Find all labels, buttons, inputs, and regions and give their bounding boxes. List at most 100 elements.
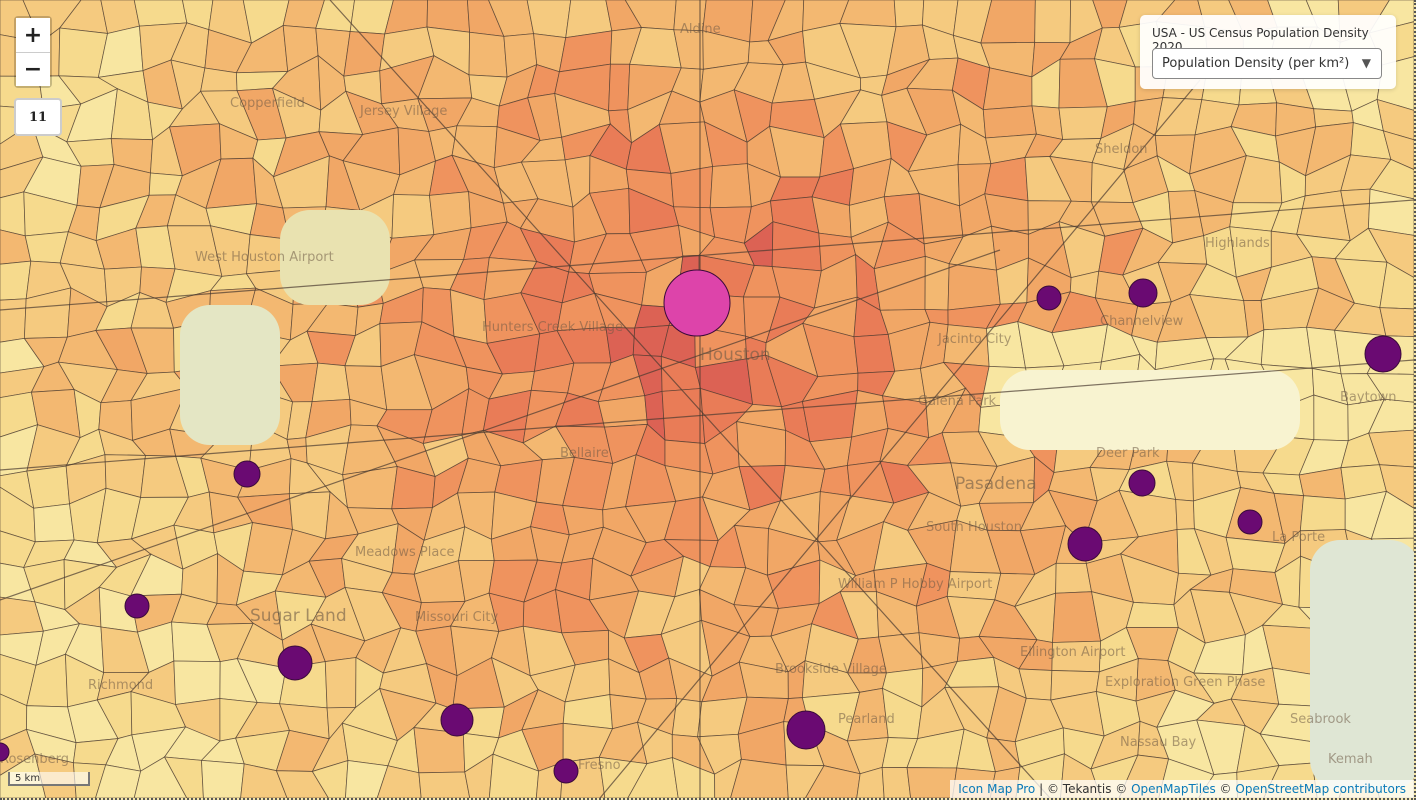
- zoom-level-indicator: 11: [14, 98, 62, 136]
- census-tract[interactable]: [1366, 373, 1414, 403]
- metric-select[interactable]: Population Density (per km²) ▼: [1152, 48, 1382, 79]
- census-tract[interactable]: [418, 771, 471, 798]
- census-tract[interactable]: [839, 0, 897, 28]
- census-tract[interactable]: [947, 263, 1001, 311]
- census-tract[interactable]: [201, 759, 245, 798]
- zoom-control: + −: [14, 16, 52, 88]
- census-tract[interactable]: [906, 767, 958, 798]
- census-tract[interactable]: [804, 765, 861, 798]
- land-feature: [1310, 540, 1414, 790]
- attribution-sep: ©: [1111, 782, 1132, 796]
- census-tract[interactable]: [345, 760, 389, 798]
- census-tract[interactable]: [1260, 326, 1313, 369]
- census-tract[interactable]: [526, 0, 572, 39]
- census-tract[interactable]: [324, 657, 357, 709]
- census-tract[interactable]: [714, 758, 743, 798]
- tekantis-link[interactable]: Tekantis: [1062, 782, 1112, 796]
- census-tract[interactable]: [311, 759, 349, 798]
- census-tract[interactable]: [1299, 495, 1346, 532]
- census-tract[interactable]: [730, 758, 789, 798]
- census-tract[interactable]: [468, 31, 508, 78]
- osm-link[interactable]: OpenStreetMap contributors: [1235, 782, 1406, 796]
- road: [0, 359, 1414, 471]
- census-tract[interactable]: [853, 333, 896, 374]
- census-tract[interactable]: [1154, 97, 1203, 137]
- census-tract[interactable]: [608, 63, 631, 112]
- census-tract[interactable]: [464, 753, 494, 798]
- land-feature: [180, 305, 280, 445]
- census-tract[interactable]: [173, 660, 221, 705]
- census-tract[interactable]: [1382, 130, 1414, 171]
- census-tract[interactable]: [785, 764, 825, 798]
- land-feature: [1000, 370, 1300, 450]
- census-tract[interactable]: [984, 156, 1029, 202]
- census-tract[interactable]: [856, 766, 885, 798]
- openmaptiles-link[interactable]: OpenMapTiles: [1131, 782, 1216, 796]
- census-tract[interactable]: [1379, 261, 1414, 310]
- census-tract[interactable]: [133, 0, 188, 27]
- census-tract[interactable]: [1175, 499, 1195, 530]
- census-tract[interactable]: [881, 766, 912, 798]
- road: [0, 199, 1414, 311]
- census-tract[interactable]: [1368, 429, 1414, 468]
- census-tract[interactable]: [893, 0, 925, 28]
- census-tract[interactable]: [376, 765, 422, 798]
- metric-select-value: Population Density (per km²): [1162, 56, 1350, 71]
- census-tract[interactable]: [924, 255, 950, 311]
- census-tract[interactable]: [1058, 106, 1108, 140]
- census-tract[interactable]: [1367, 227, 1414, 279]
- census-tract[interactable]: [1055, 562, 1093, 594]
- census-tract[interactable]: [0, 191, 26, 237]
- land-feature: [280, 210, 390, 305]
- layer-panel: USA - US Census Population Density 2020 …: [1140, 15, 1396, 89]
- census-tract[interactable]: [1051, 640, 1102, 673]
- zoom-in-button[interactable]: +: [16, 18, 50, 52]
- census-tract[interactable]: [709, 163, 752, 209]
- census-tract[interactable]: [133, 756, 188, 798]
- census-tract[interactable]: [560, 756, 606, 798]
- census-tract[interactable]: [1379, 307, 1414, 338]
- census-tract[interactable]: [240, 763, 288, 798]
- census-tract[interactable]: [413, 727, 466, 774]
- census-tract[interactable]: [391, 194, 435, 239]
- census-tract[interactable]: [673, 0, 707, 32]
- icon-map-pro-link[interactable]: Icon Map Pro: [958, 782, 1036, 796]
- road: [599, 79, 1201, 798]
- census-tract[interactable]: [1370, 490, 1414, 540]
- scale-bar: 5 km: [8, 772, 90, 786]
- census-tract[interactable]: [1034, 0, 1072, 44]
- census-tract[interactable]: [627, 757, 679, 798]
- census-tract[interactable]: [0, 260, 32, 301]
- census-tract[interactable]: [671, 698, 703, 738]
- census-tract[interactable]: [1368, 398, 1414, 434]
- census-tract[interactable]: [1378, 464, 1414, 509]
- census-tract[interactable]: [26, 465, 70, 509]
- road: [329, 0, 1051, 798]
- attribution: Icon Map Pro | © Tekantis © OpenMapTiles…: [950, 780, 1414, 798]
- census-tract[interactable]: [1125, 601, 1179, 628]
- census-tract[interactable]: [0, 298, 27, 343]
- census-tract[interactable]: [946, 571, 1002, 601]
- census-tract[interactable]: [163, 756, 204, 798]
- census-tract[interactable]: [982, 105, 1037, 139]
- dropdown-arrow-icon: ▼: [1361, 56, 1371, 70]
- census-tract[interactable]: [279, 661, 328, 709]
- census-tract[interactable]: [1376, 98, 1414, 141]
- census-tract[interactable]: [819, 465, 851, 497]
- census-tract[interactable]: [878, 632, 924, 674]
- census-tract[interactable]: [670, 166, 714, 209]
- census-tract[interactable]: [1369, 158, 1414, 200]
- road: [0, 249, 1001, 601]
- census-tract[interactable]: [95, 764, 142, 798]
- census-tract[interactable]: [1225, 536, 1286, 573]
- attribution-sep: | ©: [1035, 782, 1063, 796]
- census-tract[interactable]: [311, 362, 351, 403]
- zoom-out-button[interactable]: −: [16, 52, 50, 86]
- attribution-sep: ©: [1215, 782, 1236, 796]
- census-tract[interactable]: [488, 753, 540, 798]
- census-tract[interactable]: [33, 503, 75, 543]
- census-tract[interactable]: [275, 770, 329, 798]
- census-tract[interactable]: [429, 191, 472, 236]
